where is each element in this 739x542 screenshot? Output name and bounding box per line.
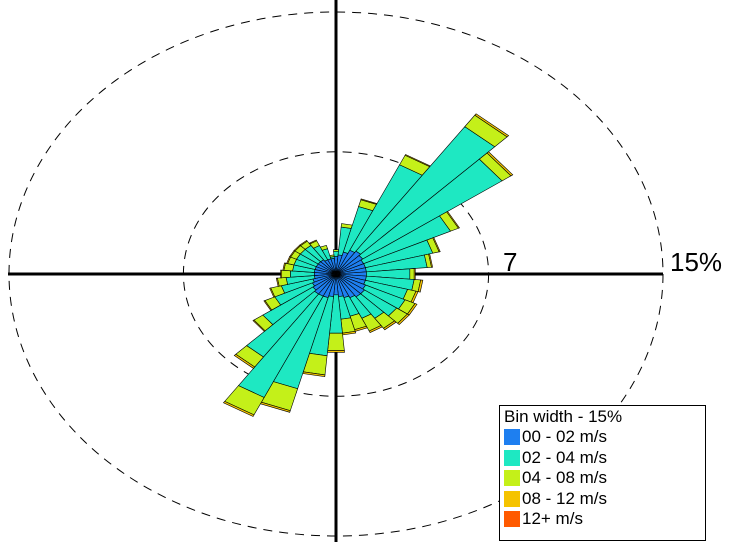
wind-petal-segment	[329, 254, 335, 258]
wind-petal-segment	[397, 313, 410, 326]
legend-swatch	[504, 449, 520, 466]
legend: Bin width - 15% 00 - 02 m/s 02 - 04 m/s …	[499, 405, 706, 541]
legend-label: 04 - 08 m/s	[522, 468, 608, 488]
wind-petal-segment	[233, 353, 256, 369]
wind-petal-segment	[432, 237, 441, 253]
legend-item: 00 - 02 m/s	[504, 427, 705, 448]
wind-petal-segment	[428, 253, 434, 268]
wind-petal-segment	[413, 268, 416, 280]
wind-petal-segment	[327, 332, 345, 351]
wind-petal-segment	[333, 249, 339, 252]
legend-label: 12+ m/s	[522, 509, 583, 529]
wind-petal-segment	[368, 325, 383, 333]
wind-petal-segment	[327, 350, 345, 353]
legend-swatch	[504, 429, 520, 446]
legend-swatch	[504, 511, 520, 528]
legend-label: 00 - 02 m/s	[522, 427, 608, 447]
legend-swatch	[504, 470, 520, 487]
wind-petal-segment	[263, 300, 273, 311]
wind-petal-segment	[275, 277, 280, 287]
wind-petal-segment	[409, 268, 415, 280]
wind-petal-segment	[319, 244, 328, 251]
legend-item: 12+ m/s	[504, 509, 705, 530]
wind-petal-segment	[417, 279, 424, 293]
wind-petal-segment	[269, 287, 276, 298]
legend-title: Bin width - 15%	[504, 407, 623, 426]
wind-petal-segment	[446, 210, 460, 229]
wind-petal-segment	[299, 239, 308, 246]
wind-petal-segment	[281, 269, 291, 279]
ring-label-outer: 15%	[670, 247, 723, 277]
wind-petal-segment	[474, 113, 510, 138]
ring-label-inner: 7	[503, 247, 518, 277]
legend-label: 08 - 12 m/s	[522, 488, 608, 508]
wind-petal-segment	[222, 400, 255, 417]
legend-label: 02 - 04 m/s	[522, 447, 608, 467]
legend-swatch	[504, 490, 520, 507]
legend-item: 02 - 04 m/s	[504, 448, 705, 469]
wind-petals	[222, 113, 514, 417]
wind-petal-segment	[282, 262, 286, 271]
wind-petal-segment	[383, 320, 397, 331]
wind-petal-segment	[486, 151, 514, 177]
wind-petal-segment	[280, 269, 283, 279]
wind-petal-segment	[252, 319, 266, 332]
wind-petal-segment	[308, 239, 318, 245]
legend-item: 04 - 08 m/s	[504, 468, 705, 489]
legend-item: 08 - 12 m/s	[504, 489, 705, 510]
